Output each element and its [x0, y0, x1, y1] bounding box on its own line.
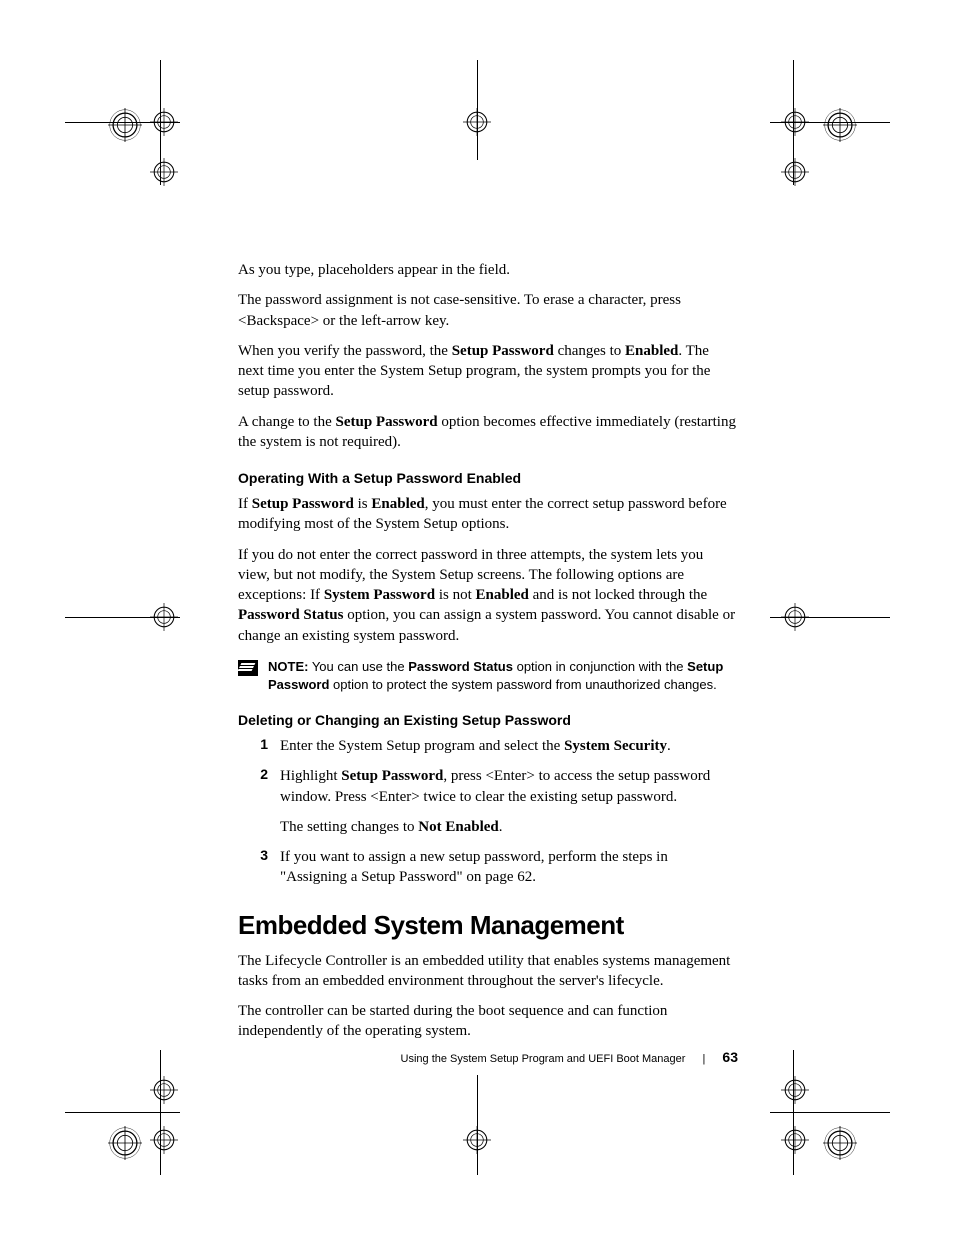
text: You can use the — [308, 659, 408, 674]
subheading: Deleting or Changing an Existing Setup P… — [238, 712, 738, 728]
text: is not — [435, 587, 475, 603]
list-item: 3 If you want to assign a new setup pass… — [238, 847, 738, 888]
page-content: As you type, placeholders appear in the … — [238, 260, 738, 1052]
page-footer: Using the System Setup Program and UEFI … — [238, 1049, 738, 1065]
list-text: Highlight Setup Password, press <Enter> … — [280, 766, 738, 807]
text: and is not locked through the — [529, 587, 707, 603]
paragraph: If Setup Password is Enabled, you must e… — [238, 494, 738, 535]
list-number: 2 — [238, 766, 280, 807]
text: changes to — [554, 343, 625, 359]
text: option in conjunction with the — [513, 659, 687, 674]
bold-text: Password Status — [408, 659, 513, 674]
list-item: 1 Enter the System Setup program and sel… — [238, 736, 738, 756]
note-text: NOTE: You can use the Password Status op… — [268, 658, 738, 694]
list-continuation: The setting changes to Not Enabled. — [280, 817, 738, 837]
paragraph: If you do not enter the correct password… — [238, 545, 738, 646]
paragraph: The Lifecycle Controller is an embedded … — [238, 951, 738, 992]
text: Highlight — [280, 768, 341, 784]
page-number: 63 — [722, 1049, 738, 1065]
bold-text: Password Status — [238, 607, 343, 623]
bold-text: System Security — [564, 738, 667, 754]
bold-text: System Password — [324, 587, 435, 603]
text: option to protect the system password fr… — [329, 677, 716, 692]
subheading: Operating With a Setup Password Enabled — [238, 470, 738, 486]
heading-1: Embedded System Management — [238, 910, 738, 941]
footer-title: Using the System Setup Program and UEFI … — [401, 1053, 686, 1065]
paragraph: The password assignment is not case-sens… — [238, 290, 738, 331]
footer-separator: | — [703, 1053, 706, 1065]
bold-text: Setup Password — [335, 414, 437, 430]
bold-text: Enabled — [476, 587, 529, 603]
text: The setting changes to — [280, 819, 418, 835]
text: . — [667, 738, 671, 754]
list-number: 3 — [238, 847, 280, 888]
text: A change to the — [238, 414, 335, 430]
list-item: 2 Highlight Setup Password, press <Enter… — [238, 766, 738, 807]
bold-text: Setup Password — [341, 768, 443, 784]
note-label: NOTE: — [268, 659, 308, 674]
text: Enter the System Setup program and selec… — [280, 738, 564, 754]
paragraph: The controller can be started during the… — [238, 1001, 738, 1042]
paragraph: When you verify the password, the Setup … — [238, 341, 738, 402]
text: is — [354, 496, 372, 512]
bold-text: Setup Password — [452, 343, 554, 359]
paragraph: As you type, placeholders appear in the … — [238, 260, 738, 280]
text: When you verify the password, the — [238, 343, 452, 359]
note-block: NOTE: You can use the Password Status op… — [238, 658, 738, 694]
bold-text: Enabled — [625, 343, 678, 359]
note-icon — [238, 660, 258, 676]
bold-text: Not Enabled — [418, 819, 498, 835]
text: . — [499, 819, 503, 835]
list-number: 1 — [238, 736, 280, 756]
text: If — [238, 496, 252, 512]
list-text: Enter the System Setup program and selec… — [280, 736, 671, 756]
bold-text: Enabled — [371, 496, 424, 512]
paragraph: A change to the Setup Password option be… — [238, 412, 738, 453]
list-text: If you want to assign a new setup passwo… — [280, 847, 738, 888]
bold-text: Setup Password — [252, 496, 354, 512]
